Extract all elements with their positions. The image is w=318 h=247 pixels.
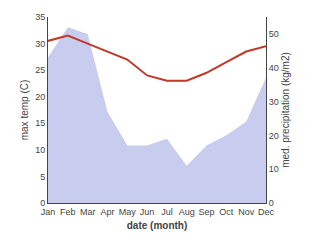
svg-text:15: 15 bbox=[35, 118, 45, 128]
svg-text:35: 35 bbox=[35, 12, 45, 22]
svg-text:Jan: Jan bbox=[41, 207, 56, 217]
svg-text:50: 50 bbox=[269, 29, 279, 39]
svg-text:Aug: Aug bbox=[179, 207, 195, 217]
svg-text:Sep: Sep bbox=[199, 207, 215, 217]
svg-text:Dec: Dec bbox=[258, 207, 275, 217]
svg-text:Jul: Jul bbox=[161, 207, 173, 217]
svg-text:Nov: Nov bbox=[238, 207, 255, 217]
svg-text:Oct: Oct bbox=[219, 207, 234, 217]
svg-text:Mar: Mar bbox=[80, 207, 96, 217]
svg-text:Jun: Jun bbox=[140, 207, 155, 217]
svg-text:max temp (C): max temp (C) bbox=[19, 80, 30, 141]
svg-text:May: May bbox=[119, 207, 137, 217]
svg-text:date (month): date (month) bbox=[127, 220, 188, 231]
svg-text:30: 30 bbox=[269, 97, 279, 107]
svg-text:10: 10 bbox=[269, 164, 279, 174]
svg-text:Feb: Feb bbox=[60, 207, 76, 217]
svg-text:0: 0 bbox=[40, 198, 45, 208]
svg-text:20: 20 bbox=[35, 92, 45, 102]
svg-text:20: 20 bbox=[269, 131, 279, 141]
svg-text:25: 25 bbox=[35, 65, 45, 75]
svg-text:med. precipitation (kg/m2): med. precipitation (kg/m2) bbox=[280, 52, 291, 168]
svg-text:5: 5 bbox=[40, 172, 45, 182]
svg-text:0: 0 bbox=[269, 198, 274, 208]
svg-text:Apr: Apr bbox=[100, 207, 114, 217]
svg-text:10: 10 bbox=[35, 145, 45, 155]
svg-text:30: 30 bbox=[35, 39, 45, 49]
svg-text:40: 40 bbox=[269, 63, 279, 73]
